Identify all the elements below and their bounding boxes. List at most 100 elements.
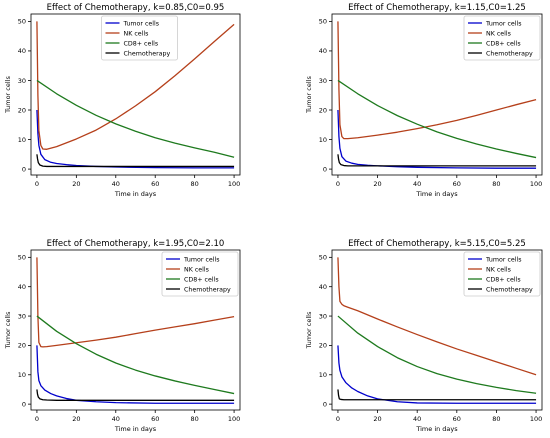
x-tick-label: 100 — [228, 415, 240, 423]
x-tick-label: 100 — [530, 180, 542, 188]
series-line-cd8-cells — [337, 315, 537, 394]
y-tick-label: 20 — [319, 106, 327, 114]
legend-label: Tumor cells — [183, 256, 220, 263]
series-line-tumor-cells — [36, 109, 235, 169]
y-axis-label: Tumor cells — [4, 311, 12, 349]
legend: Tumor cells NK cells CD8+ cells Chemotherap… — [463, 251, 541, 297]
x-axis-label: Time in days — [415, 190, 458, 198]
x-axis-label: Time in days — [114, 425, 157, 433]
chart-panel-3: Effect of Chemotherapy, k=1.95,C0=2.10 0 2… — [4, 239, 241, 433]
x-tick-label: 60 — [151, 180, 159, 188]
y-tick-label: 40 — [319, 47, 327, 55]
legend-box — [101, 15, 178, 61]
plot-frame — [30, 13, 241, 176]
y-tick-label: 30 — [18, 312, 26, 320]
legend: Tumor cells NK cells CD8+ cells Chemotherap… — [463, 15, 541, 61]
chart-title: Effect of Chemotherapy, k=1.15,C0=1.25 — [348, 3, 526, 13]
y-tick-label: 30 — [319, 312, 327, 320]
y-tick-label: 40 — [18, 283, 26, 291]
y-tick-label: 40 — [18, 47, 26, 55]
y-tick-label: 40 — [319, 283, 327, 291]
series-line-nk-cells — [36, 257, 235, 348]
x-tick-label: 80 — [191, 180, 199, 188]
y-axis-label: Tumor cells — [4, 76, 12, 114]
chart-title: Effect of Chemotherapy, k=5.15,C0=5.25 — [348, 239, 526, 249]
legend-label: Tumor cells — [485, 20, 522, 27]
series-line-tumor-cells — [337, 109, 537, 169]
plot-frame — [30, 249, 241, 411]
legend-label: NK cells — [486, 30, 511, 37]
chart-title: Effect of Chemotherapy, k=0.85,C0=0.95 — [47, 3, 225, 13]
legend-label: Chemotherapy — [486, 286, 533, 293]
x-tick-label: 60 — [453, 415, 461, 423]
series-line-nk-cells — [36, 21, 235, 150]
x-tick-label: 80 — [492, 180, 500, 188]
series-line-chemotherapy — [36, 154, 235, 168]
chart-panel-2: Effect of Chemotherapy, k=1.15,C0=1.25 0 2… — [305, 3, 543, 198]
x-tick-label: 40 — [413, 415, 421, 423]
x-tick-label: 20 — [72, 415, 80, 423]
y-tick-label: 50 — [18, 254, 26, 262]
y-tick-label: 20 — [18, 106, 26, 114]
legend-label: NK cells — [124, 30, 149, 37]
x-tick-label: 40 — [413, 180, 421, 188]
x-tick-label: 100 — [228, 180, 240, 188]
plot-frame — [331, 13, 543, 176]
y-tick-label: 0 — [22, 165, 26, 173]
legend-label: NK cells — [486, 266, 511, 273]
series-line-nk-cells — [337, 257, 537, 376]
plot-frame — [331, 249, 543, 411]
x-tick-label: 80 — [492, 415, 500, 423]
x-tick-label: 0 — [35, 415, 39, 423]
y-tick-label: 0 — [323, 400, 327, 408]
series-line-nk-cells — [337, 21, 537, 140]
series-line-tumor-cells — [36, 345, 235, 404]
legend-box — [463, 251, 541, 297]
y-tick-label: 30 — [18, 77, 26, 85]
chart-title: Effect of Chemotherapy, k=1.95,C0=2.10 — [47, 239, 225, 249]
y-tick-label: 0 — [323, 165, 327, 173]
x-tick-label: 20 — [72, 180, 80, 188]
x-tick-label: 0 — [336, 415, 340, 423]
x-tick-label: 60 — [151, 415, 159, 423]
x-tick-label: 20 — [373, 415, 381, 423]
legend: Tumor cells NK cells CD8+ cells Chemotherap… — [101, 15, 178, 61]
y-axis-label: Tumor cells — [305, 76, 313, 114]
x-tick-label: 40 — [112, 415, 120, 423]
x-tick-label: 20 — [373, 180, 381, 188]
legend-label: Tumor cells — [123, 20, 160, 27]
x-axis-label: Time in days — [415, 425, 458, 433]
y-tick-label: 10 — [319, 371, 327, 379]
y-tick-label: 20 — [319, 342, 327, 350]
y-axis-label: Tumor cells — [305, 311, 313, 349]
legend-box — [161, 251, 239, 297]
series-line-cd8-cells — [337, 79, 537, 159]
legend-box — [463, 15, 541, 61]
y-tick-label: 10 — [18, 371, 26, 379]
x-tick-label: 80 — [191, 415, 199, 423]
series-line-chemotherapy — [337, 154, 537, 167]
legend-label: CD8+ cells — [124, 40, 159, 47]
x-tick-label: 60 — [453, 180, 461, 188]
x-tick-label: 100 — [530, 415, 542, 423]
y-tick-label: 50 — [18, 18, 26, 26]
chart-panel-4: Effect of Chemotherapy, k=5.15,C0=5.25 0 2… — [305, 239, 543, 433]
y-tick-label: 20 — [18, 342, 26, 350]
legend-label: CD8+ cells — [486, 40, 521, 47]
y-tick-label: 10 — [18, 136, 26, 144]
legend-label: NK cells — [184, 266, 209, 273]
chart-panel-1: Effect of Chemotherapy, k=0.85,C0=0.95 0 2… — [4, 3, 241, 198]
series-line-tumor-cells — [337, 345, 537, 404]
series-line-chemotherapy — [36, 389, 235, 401]
series-line-cd8-cells — [36, 79, 235, 158]
series-line-chemotherapy — [337, 389, 537, 401]
y-tick-label: 50 — [319, 18, 327, 26]
y-tick-label: 0 — [22, 400, 26, 408]
legend-label: CD8+ cells — [486, 276, 521, 283]
legend-label: Chemotherapy — [124, 50, 171, 57]
x-tick-label: 0 — [336, 180, 340, 188]
legend-label: Tumor cells — [485, 256, 522, 263]
legend: Tumor cells NK cells CD8+ cells Chemotherap… — [161, 251, 239, 297]
